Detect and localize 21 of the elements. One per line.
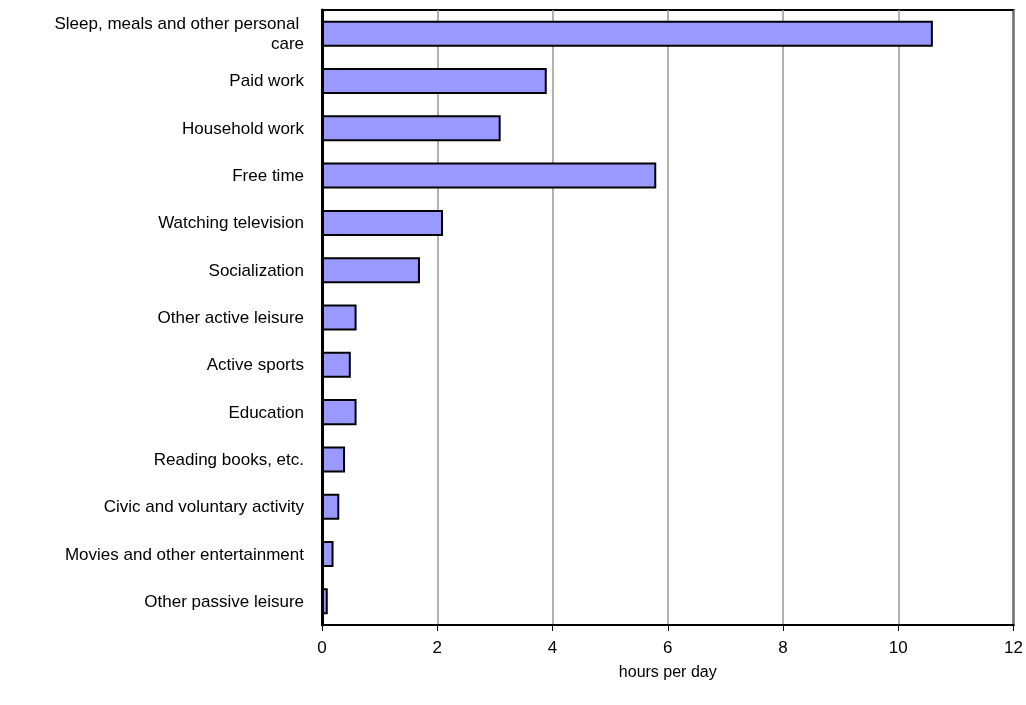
y-tick-label: Education (228, 402, 304, 422)
y-tick-label: Paid work (229, 71, 305, 91)
x-tick-label: 10 (888, 638, 908, 657)
x-tick-label: 4 (547, 638, 558, 657)
y-tick-label: Household work (182, 118, 305, 138)
y-tick-label: Other passive leisure (144, 591, 304, 611)
x-tick-label: 12 (1004, 638, 1024, 657)
x-tick-label: 0 (317, 638, 327, 657)
y-tick-label: Reading books, etc. (153, 449, 304, 469)
y-tick-label: Free time (232, 166, 304, 186)
y-tick-label: Other active leisure (157, 308, 304, 327)
y-tick-label: Active sports (206, 355, 304, 375)
x-axis-title: hours per day (618, 662, 717, 680)
x-tick-label: 2 (432, 638, 442, 657)
y-tick-label: Movies and other entertainment (64, 544, 305, 564)
x-tick-label: 8 (778, 638, 788, 657)
y-tick-label: Sleep, meals and other personal care (54, 14, 304, 54)
y-tick-label: Watching television (158, 213, 304, 233)
y-tick-label: Civic and voluntary activity (103, 497, 305, 517)
x-tick-label: 6 (663, 638, 673, 657)
y-tick-label: Socialization (208, 260, 304, 280)
